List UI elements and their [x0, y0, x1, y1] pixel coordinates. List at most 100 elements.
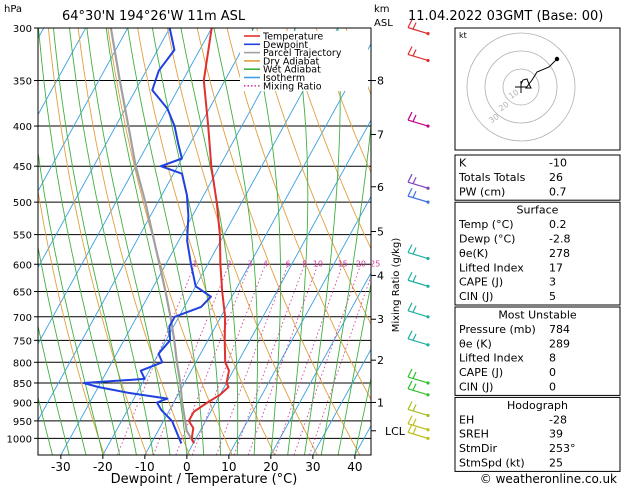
wind-barb-feather — [408, 112, 412, 120]
temperature-tick-label: -30 — [51, 460, 71, 474]
wind-barb-dot — [426, 437, 429, 440]
hodograph-table-title: Hodograph — [507, 399, 568, 412]
most-unstable-table-row-value: 0 — [549, 381, 556, 394]
wind-barb-shaft — [408, 196, 428, 202]
wind-barb-dot — [426, 285, 429, 288]
height-tick-label: 4 — [377, 269, 384, 282]
wind-barb-feather — [408, 381, 412, 389]
wind-barb-feather — [408, 188, 412, 196]
pressure-tick-label: 800 — [13, 358, 32, 369]
wind-barb — [408, 331, 430, 347]
surface-table-row-label: Lifted Index — [459, 261, 524, 274]
most-unstable-table-row-value: 0 — [549, 366, 556, 379]
wind-barbs — [408, 20, 430, 440]
surface-table-row-value: 17 — [549, 261, 563, 274]
most-unstable-table-row-label: CIN (J) — [459, 381, 493, 394]
indices-table-row-value: 0.7 — [549, 185, 567, 198]
wind-barb — [408, 112, 430, 128]
hpa-label: hPa — [4, 4, 22, 15]
wet-adiabat — [338, 28, 413, 455]
wind-barb-feather — [408, 401, 412, 409]
wind-barb-shaft — [408, 54, 428, 60]
wind-barb-feather — [413, 306, 416, 313]
wind-barb-feather — [408, 245, 412, 253]
most-unstable-table-row-value: 8 — [549, 352, 556, 365]
pressure-tick-label: 600 — [13, 260, 32, 271]
wind-barb-feather — [408, 174, 412, 182]
wind-barb-dot — [426, 381, 429, 384]
mixing-ratio-label: 25 — [370, 259, 380, 268]
wind-barb-feather — [413, 248, 416, 255]
skewt-axes: 3003504004505005506006507007508008509009… — [7, 24, 406, 474]
mixing-ratio-label: 20 — [356, 259, 366, 268]
skewt-series — [84, 28, 229, 443]
pressure-tick-label: 900 — [13, 398, 32, 409]
wind-barb-dot — [426, 315, 429, 318]
most-unstable-table-row-label: Lifted Index — [459, 352, 524, 365]
wind-barb-shaft — [408, 432, 428, 438]
mixing-ratio-line — [216, 264, 288, 455]
wind-barb-shaft — [408, 120, 428, 126]
wind-barb — [408, 46, 430, 62]
temperature-tick-label: 40 — [347, 460, 362, 474]
wind-barb — [408, 381, 430, 397]
wind-barb — [408, 401, 430, 417]
hodograph-table-row-label: StmSpd (kt) — [459, 457, 525, 470]
surface-table-row-value: 278 — [549, 247, 570, 260]
hodograph-table-row-label: SREH — [459, 428, 489, 441]
indices-table-row-label: PW (cm) — [459, 185, 505, 198]
mixing-ratio-label: 6 — [286, 259, 291, 268]
indices-table-row-label: Totals Totals — [458, 171, 526, 184]
wind-barb-feather — [413, 275, 416, 282]
wind-barb-feather — [413, 115, 416, 122]
mixing-ratio-line — [192, 264, 265, 455]
copyright: © weatheronline.co.uk — [480, 472, 617, 486]
surface-table-row-value: 0.2 — [549, 218, 567, 231]
isotherm-line — [0, 28, 2, 455]
indices-table-row-value: 26 — [549, 171, 563, 184]
wind-barb-dot — [426, 393, 429, 396]
wind-barb-dot — [426, 32, 429, 35]
wind-barb-feather — [408, 331, 412, 339]
wind-barb-feather — [413, 404, 416, 411]
wind-barb-feather — [408, 369, 412, 377]
wind-barb-dot — [426, 414, 429, 417]
wind-barb-feather — [413, 419, 416, 426]
surface-table-row-label: CAPE (J) — [459, 276, 503, 289]
pressure-tick-label: 400 — [13, 122, 32, 133]
most-unstable-table-title: Most Unstable — [498, 309, 577, 322]
temperature-tick-label: 30 — [305, 460, 320, 474]
wind-barb-dot — [426, 343, 429, 346]
pressure-tick-label: 950 — [13, 417, 32, 428]
mixing-ratio-line — [248, 264, 318, 455]
wind-barb — [408, 272, 430, 288]
wind-barb-dot — [426, 428, 429, 431]
pressure-tick-label: 550 — [13, 231, 32, 242]
wet-adiabat — [128, 28, 204, 455]
wind-barb-shaft — [408, 280, 428, 286]
hodograph-table-row-value: 39 — [549, 428, 563, 441]
wet-adiabat — [0, 28, 69, 455]
wind-barb-shaft — [408, 409, 428, 415]
height-tick-label: 2 — [377, 354, 384, 367]
pressure-tick-label: 700 — [13, 313, 32, 324]
pressure-tick-label: 500 — [13, 198, 32, 209]
most-unstable-table-row-label: θe (K) — [459, 337, 492, 350]
wind-barb-feather — [413, 177, 416, 184]
wind-barb-feather — [413, 427, 416, 434]
wind-barb-shaft — [408, 28, 428, 34]
most-unstable-table-row-value: 784 — [549, 323, 570, 336]
wind-barb-dot — [426, 124, 429, 127]
surface-table-row-label: Temp (°C) — [458, 218, 514, 231]
indices-table-row-value: -10 — [549, 157, 567, 170]
wind-barb-feather — [408, 46, 412, 54]
wind-barb-feather — [413, 334, 416, 341]
wind-barb-dot — [426, 187, 429, 190]
wind-barb-feather — [408, 416, 412, 424]
isotherm-line — [19, 28, 254, 455]
dry-adiabat — [138, 28, 275, 455]
